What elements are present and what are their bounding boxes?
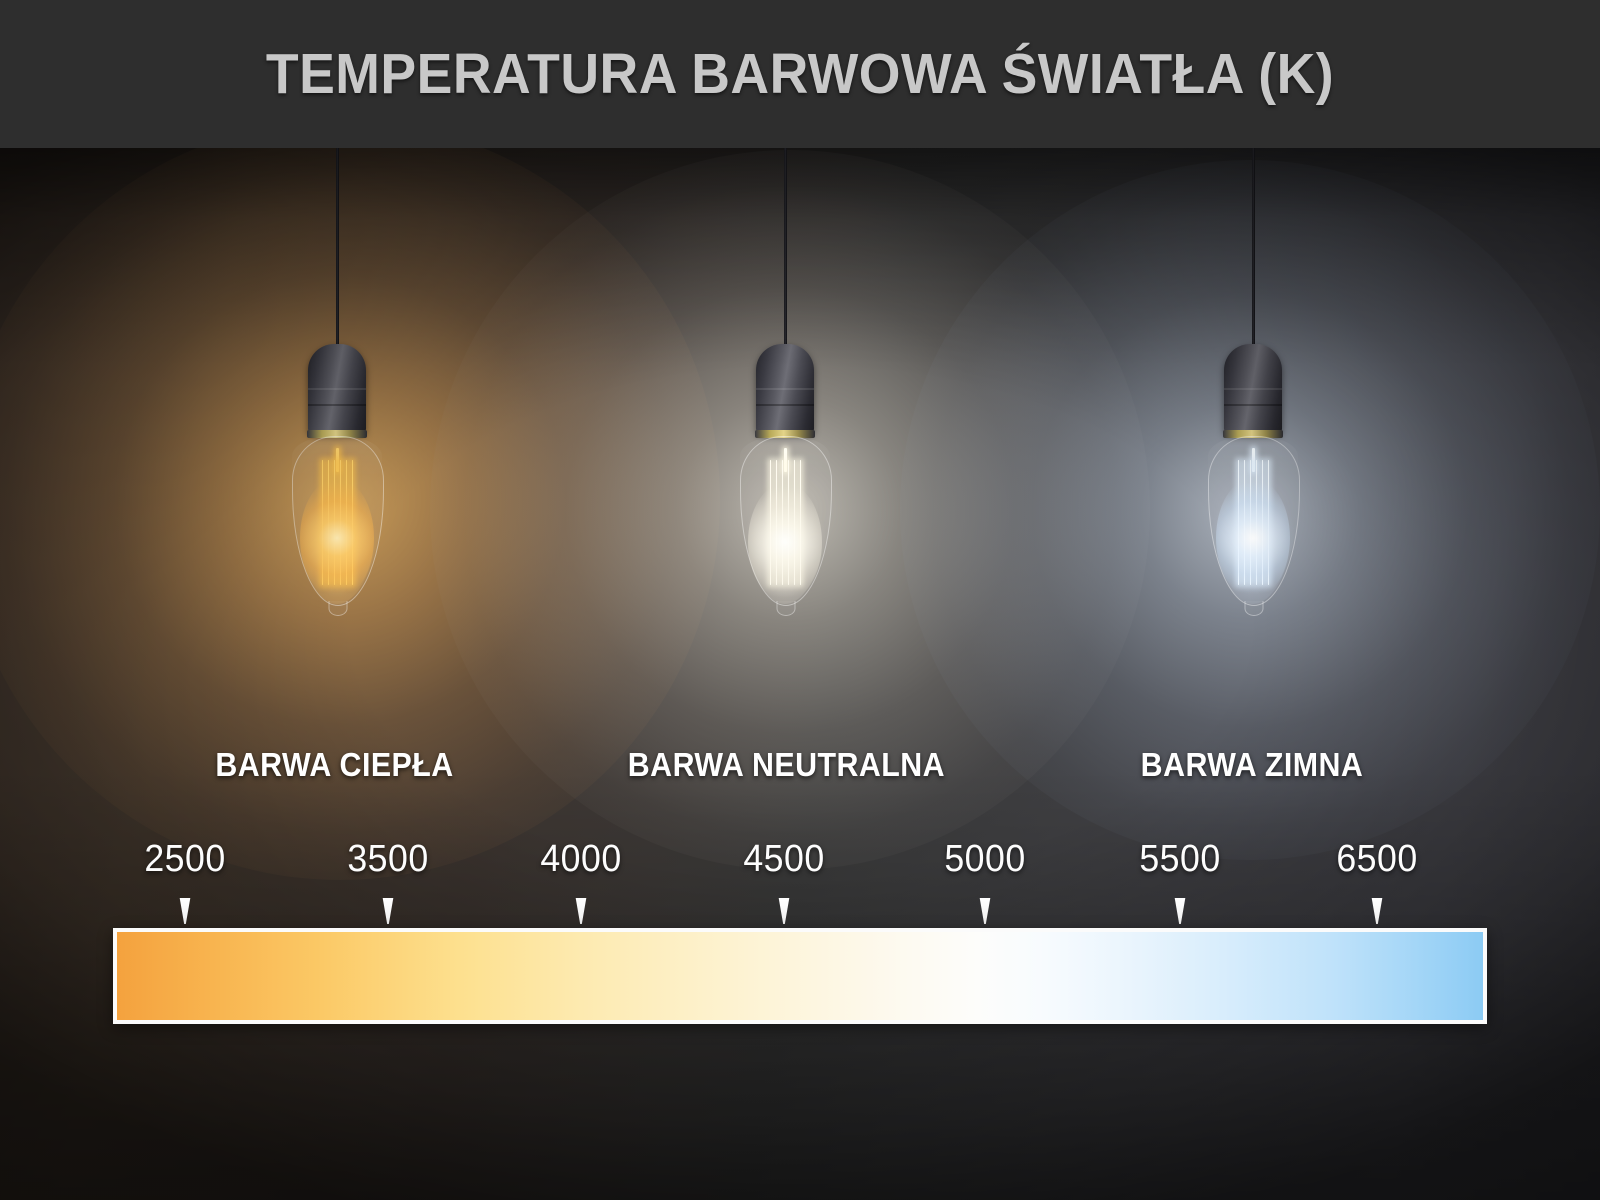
wall-background	[0, 148, 1600, 1200]
bulb-socket-icon	[756, 344, 814, 434]
bulb-socket-icon	[1224, 344, 1282, 434]
page-title: TEMPERATURA BARWOWA ŚWIATŁA (K)	[265, 42, 1335, 106]
category-label-neutral: BARWA NEUTRALNA	[627, 746, 946, 783]
category-label-cold: BARWA ZIMNA	[1140, 746, 1364, 783]
bulb-filament-icon	[768, 448, 802, 593]
bulb-filament-icon	[1236, 448, 1270, 593]
color-temperature-gradient-bar	[113, 928, 1487, 1024]
bulb-socket-icon	[308, 344, 366, 434]
header-bar: TEMPERATURA BARWOWA ŚWIATŁA (K)	[0, 0, 1600, 148]
bulb-cord-icon	[1252, 148, 1255, 346]
bulb-cord-icon	[336, 148, 339, 346]
bulb-filament-icon	[320, 448, 354, 593]
bulb-cord-icon	[784, 148, 787, 346]
category-label-warm: BARWA CIEPŁA	[215, 746, 454, 783]
